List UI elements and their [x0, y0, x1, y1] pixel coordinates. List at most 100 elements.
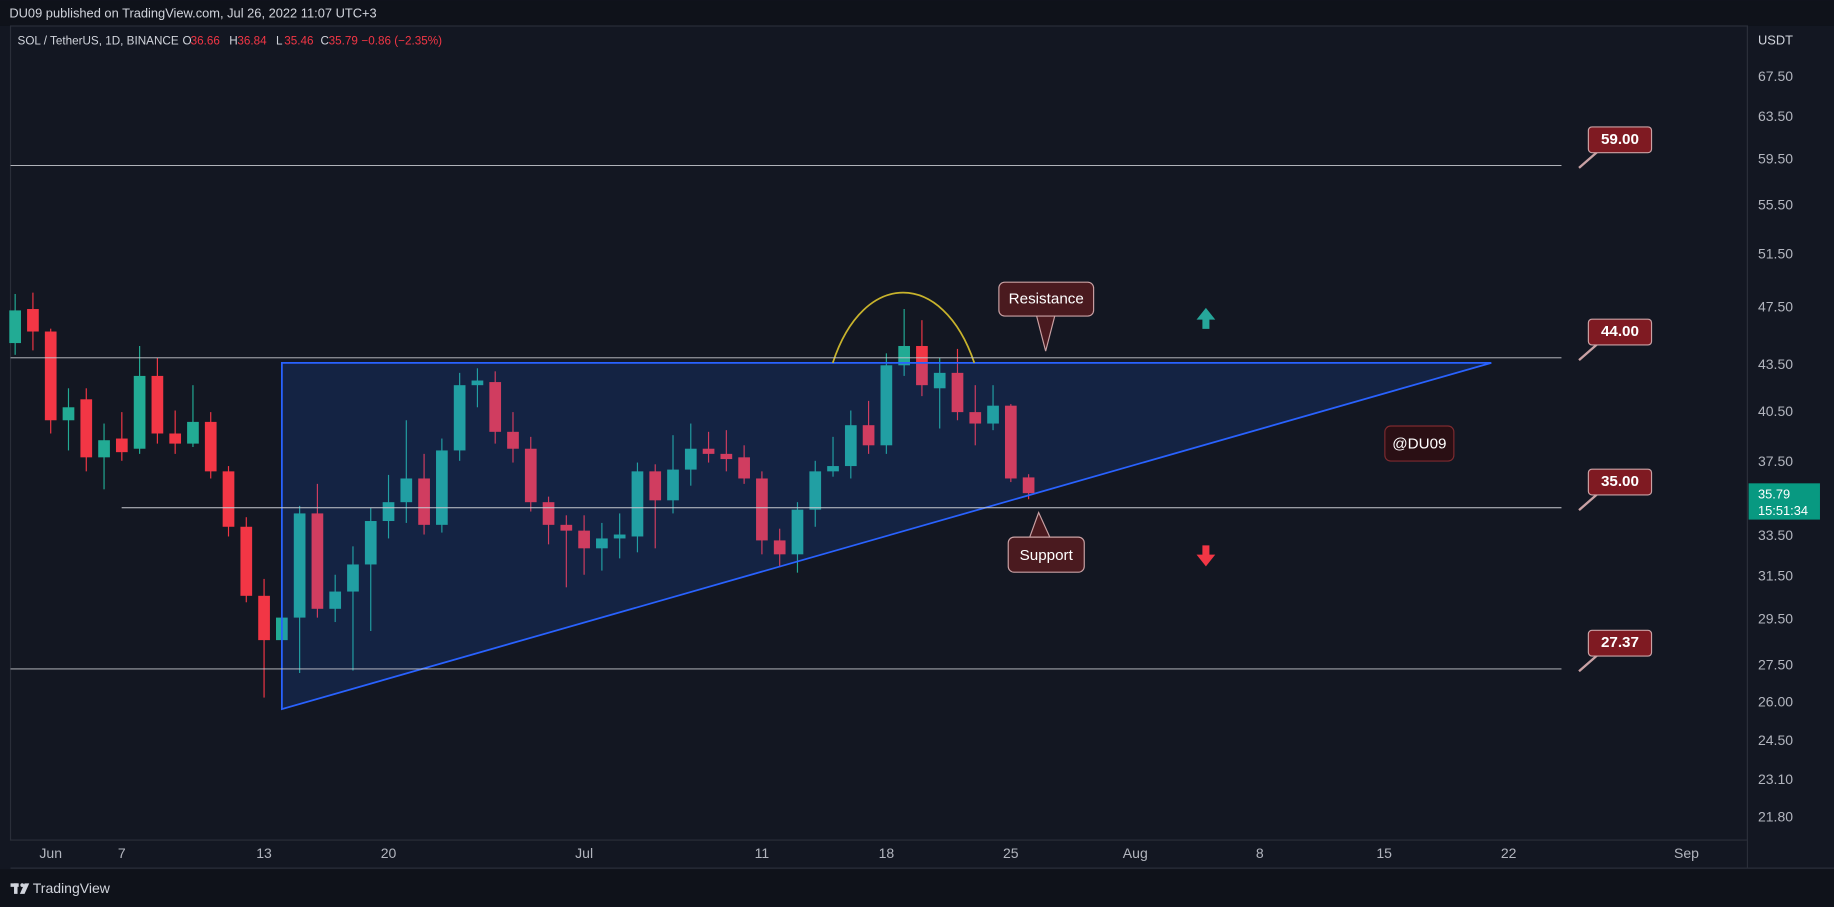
watermark-box — [1384, 425, 1455, 462]
ohlc-value: 36.84 — [237, 34, 267, 47]
y-tick-label: 31.50 — [1758, 568, 1793, 584]
ohlc-prefix: O — [182, 34, 191, 47]
candle-body — [738, 457, 750, 479]
candle-body — [27, 309, 39, 332]
brand: TradingView — [33, 880, 111, 896]
y-tick-label: 47.50 — [1758, 298, 1793, 314]
y-tick-label: 59.50 — [1758, 151, 1793, 167]
logo-part — [20, 883, 25, 887]
candle-body — [720, 453, 733, 460]
x-tick-label: Jul — [575, 845, 593, 861]
level-box — [1587, 629, 1653, 657]
candle-body — [542, 502, 555, 525]
up-arrow — [1196, 307, 1216, 329]
support-box — [1007, 536, 1085, 573]
candle-body — [684, 448, 697, 470]
level-label: 44.00 — [1601, 323, 1639, 340]
y-tick-label: 63.50 — [1758, 108, 1793, 124]
candle-body — [347, 564, 359, 592]
logo — [10, 883, 30, 894]
y-tick-label: 29.50 — [1758, 611, 1793, 627]
x-tick-label: 18 — [879, 845, 895, 861]
candle-body — [773, 540, 786, 555]
ohlc-value: 36.66 — [191, 34, 220, 47]
y-tick-label: 33.50 — [1758, 527, 1793, 543]
down-arrow — [1196, 545, 1216, 567]
candle-body — [240, 526, 253, 596]
callout-pointer — [1578, 492, 1599, 511]
last-price: 35.79 — [1758, 486, 1790, 501]
ohlc-prefix: H — [229, 34, 237, 47]
candle-body — [898, 345, 910, 366]
candle-body — [969, 412, 982, 424]
x-tick-label: 7 — [118, 845, 126, 861]
callout-pointer — [1578, 150, 1599, 169]
resistance-label: Resistance — [1009, 291, 1084, 308]
candle-body — [115, 438, 128, 453]
resistance-box — [998, 281, 1095, 317]
candles — [9, 292, 1035, 698]
level-box — [1587, 318, 1653, 346]
y-tick-label: 43.50 — [1758, 356, 1793, 372]
x-tick-label: 8 — [1256, 845, 1264, 861]
ohlc-prefix: C — [320, 34, 328, 47]
candle-body — [827, 466, 839, 472]
y-tick-label: 26.00 — [1758, 693, 1793, 709]
x-tick-label: 20 — [381, 845, 397, 861]
candle-body — [649, 471, 662, 501]
candle-body — [844, 425, 857, 467]
callout-pointer — [1578, 342, 1599, 362]
candle-body — [44, 331, 57, 421]
candle-body — [204, 421, 217, 472]
level-box — [1587, 126, 1653, 154]
candle-body — [987, 405, 999, 424]
y-tick-label: 67.50 — [1758, 68, 1793, 84]
y-tick-label: 51.50 — [1758, 245, 1793, 261]
candle-body — [489, 382, 502, 432]
candle-body — [809, 471, 822, 510]
level-label: 27.37 — [1601, 634, 1639, 651]
publisher-line: DU09 published on TradingView.com, Jul 2… — [9, 6, 376, 21]
logo-part — [14, 883, 18, 894]
candle-body — [578, 530, 590, 549]
y-tick-label: 40.50 — [1758, 403, 1793, 419]
candle-body — [418, 478, 430, 525]
x-tick-label: 13 — [256, 845, 272, 861]
logo-part — [19, 883, 30, 894]
x-tick-label: 22 — [1501, 845, 1517, 861]
x-tick-label: Aug — [1123, 845, 1148, 861]
candle-body — [667, 469, 679, 501]
ohlc-prefix: L — [276, 34, 283, 47]
candle-body — [862, 425, 875, 446]
x-tick-label: 11 — [755, 845, 770, 861]
candle-body — [613, 534, 626, 539]
candle-body — [471, 380, 484, 386]
candle-body — [560, 524, 573, 531]
ohlc-value: 35.46 — [284, 34, 313, 47]
candle-body — [329, 591, 342, 609]
level-label: 59.00 — [1601, 131, 1639, 148]
candle-body — [151, 375, 164, 434]
candle-body — [400, 478, 413, 503]
candle-body — [258, 595, 270, 641]
candle-body — [222, 471, 235, 527]
candle-body — [187, 421, 199, 444]
candle-body — [98, 440, 110, 458]
y-tick-label: 55.50 — [1758, 196, 1793, 212]
candle-body — [756, 478, 768, 541]
candle-body — [596, 538, 608, 549]
candle-body — [436, 450, 448, 525]
candle-body — [631, 471, 644, 537]
candle-body — [791, 509, 804, 555]
candle-body — [311, 513, 324, 609]
candle-body — [702, 448, 715, 454]
candle-body — [916, 345, 928, 386]
candle-body — [507, 431, 519, 449]
candle-body — [1022, 477, 1035, 494]
callout-pointer — [1578, 654, 1599, 673]
candle-body — [293, 513, 306, 618]
top-bar — [0, 0, 1834, 26]
candle-body — [933, 372, 946, 389]
footer-bar — [0, 869, 1834, 907]
level-box — [1587, 468, 1653, 496]
